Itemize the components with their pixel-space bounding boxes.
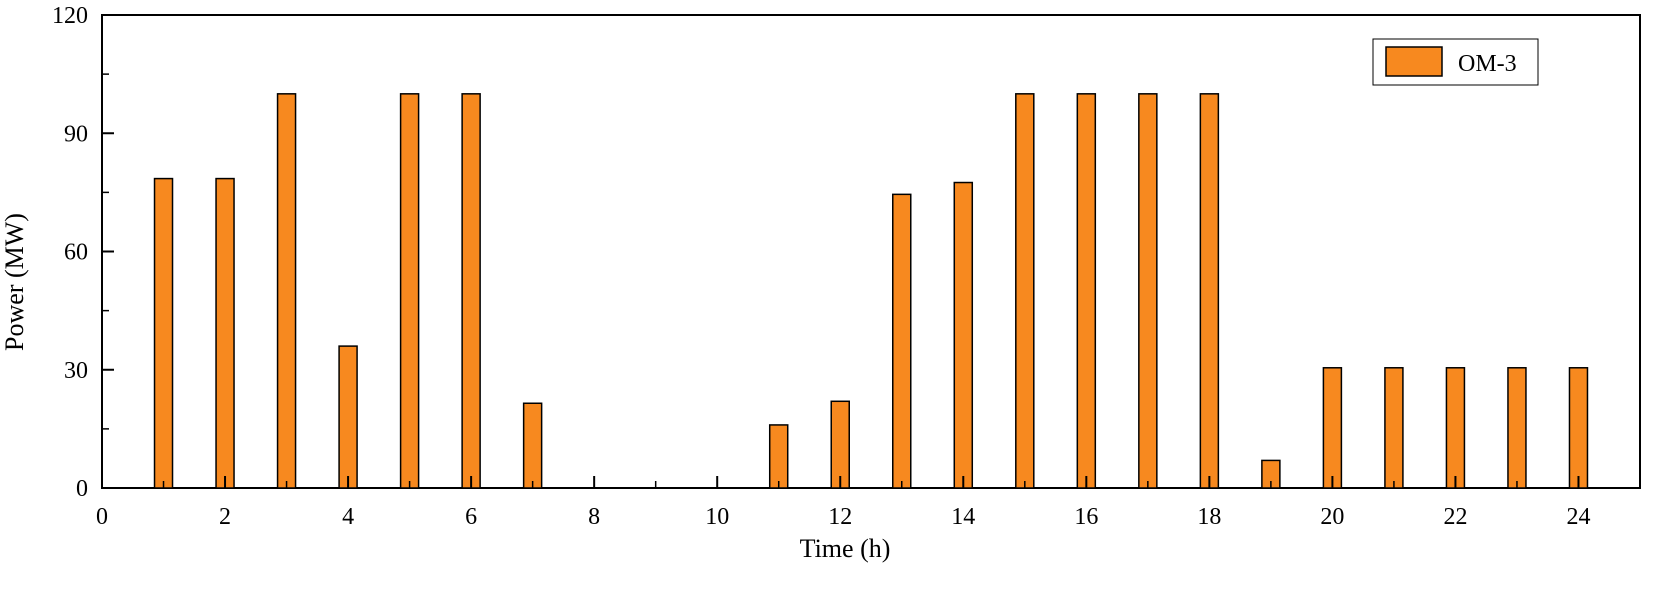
plot-frame (101, 14, 1641, 489)
x-tick-label-24: 24 (1566, 504, 1590, 530)
bar-13 (892, 193, 912, 489)
bar-20 (1322, 367, 1343, 489)
x-tick-label-0: 0 (96, 504, 108, 530)
bar-1 (153, 177, 174, 489)
x-tick-label-10: 10 (705, 504, 729, 530)
bar-14 (953, 181, 974, 489)
y-tick-label-0: 0 (76, 476, 88, 502)
y-tick-label-60: 60 (64, 240, 88, 266)
x-tick-label-2: 2 (219, 504, 231, 530)
bar-3 (276, 93, 297, 489)
bar-11 (768, 424, 789, 489)
legend: OM-3 (1372, 38, 1539, 86)
y-tick-label-30: 30 (64, 358, 88, 384)
bar-23 (1507, 367, 1527, 489)
y-tick-label-90: 90 (64, 121, 88, 147)
bar-18 (1199, 93, 1220, 489)
bar-12 (830, 400, 850, 489)
bar-21 (1384, 367, 1404, 489)
x-tick-label-20: 20 (1320, 504, 1344, 530)
legend-swatch (1385, 46, 1443, 77)
bar-4 (338, 345, 358, 489)
bar-15 (1015, 93, 1035, 489)
x-tick-label-22: 22 (1443, 504, 1467, 530)
x-tick-label-18: 18 (1197, 504, 1221, 530)
bar-6 (461, 93, 481, 489)
bar-17 (1138, 93, 1158, 489)
x-tick-label-4: 4 (342, 504, 354, 530)
bar-22 (1445, 367, 1466, 489)
x-tick-label-16: 16 (1074, 504, 1098, 530)
legend-label: OM-3 (1458, 51, 1517, 77)
bar-7 (522, 402, 543, 489)
ticks-group (101, 14, 1641, 489)
y-axis-title: Power (MW) (0, 213, 29, 351)
x-tick-label-6: 6 (465, 504, 477, 530)
bar-16 (1076, 93, 1097, 489)
bar-24 (1568, 367, 1589, 489)
bar-2 (215, 177, 235, 489)
x-axis-title: Time (h) (800, 534, 891, 563)
x-tick-label-14: 14 (951, 504, 975, 530)
y-tick-label-120: 120 (52, 3, 88, 29)
x-tick-label-12: 12 (828, 504, 852, 530)
x-tick-label-8: 8 (588, 504, 600, 530)
bar-5 (399, 93, 420, 489)
